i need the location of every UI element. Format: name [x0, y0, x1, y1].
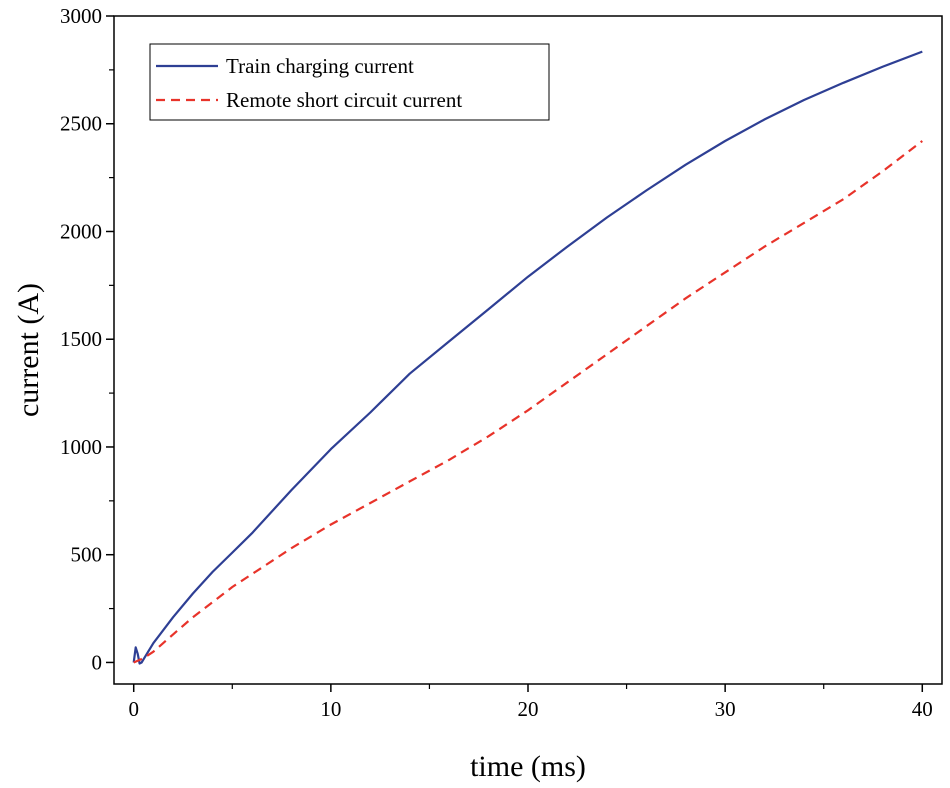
series-line-remote-short-circuit-current: [133, 140, 923, 664]
x-tick-label: 0: [128, 697, 139, 721]
x-tick-label: 40: [912, 697, 933, 721]
y-tick-labels: 0 500 1000 1500 2000 2500 3000: [60, 4, 102, 674]
y-tick-label: 2000: [60, 219, 102, 243]
plot-frame: [113, 15, 943, 685]
y-tick-label: 1000: [60, 435, 102, 459]
x-axis-title: time (ms): [470, 750, 586, 783]
x-tick-label: 30: [715, 697, 736, 721]
legend-box: [149, 43, 550, 121]
legend: Train charging current Remote short circ…: [149, 43, 550, 121]
x-tick-label: 20: [518, 697, 539, 721]
y-tick-label: 500: [71, 543, 103, 567]
legend-label-remote-short-circuit-current: Remote short circuit current: [226, 88, 462, 112]
tick-marks: [106, 15, 924, 692]
x-tick-labels: 0 10 20 30 40: [128, 697, 932, 721]
y-tick-label: 1500: [60, 327, 102, 351]
y-tick-label: 3000: [60, 4, 102, 28]
legend-label-train-charging-current: Train charging current: [226, 54, 414, 78]
y-tick-label: 2500: [60, 112, 102, 136]
x-tick-label: 10: [320, 697, 341, 721]
y-tick-label: 0: [92, 650, 103, 674]
series-line-train-charging-current: [132, 50, 923, 665]
y-axis-title: current (A): [12, 283, 45, 417]
series-lines: [132, 50, 923, 665]
